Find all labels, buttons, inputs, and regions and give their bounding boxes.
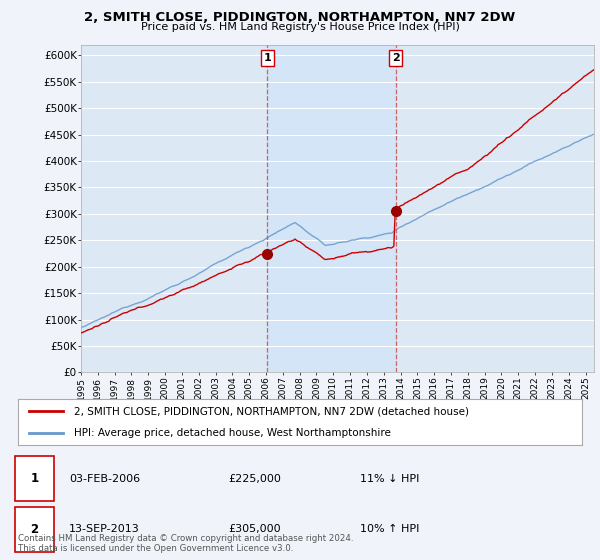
Text: 13-SEP-2013: 13-SEP-2013 — [69, 524, 140, 534]
Text: 2: 2 — [392, 53, 400, 63]
Text: 1: 1 — [263, 53, 271, 63]
Text: 2, SMITH CLOSE, PIDDINGTON, NORTHAMPTON, NN7 2DW (detached house): 2, SMITH CLOSE, PIDDINGTON, NORTHAMPTON,… — [74, 406, 469, 416]
Text: Contains HM Land Registry data © Crown copyright and database right 2024.
This d: Contains HM Land Registry data © Crown c… — [18, 534, 353, 553]
Text: 10% ↑ HPI: 10% ↑ HPI — [360, 524, 419, 534]
Text: Price paid vs. HM Land Registry's House Price Index (HPI): Price paid vs. HM Land Registry's House … — [140, 22, 460, 32]
Text: 11% ↓ HPI: 11% ↓ HPI — [360, 474, 419, 484]
Text: £225,000: £225,000 — [228, 474, 281, 484]
Text: 1: 1 — [31, 472, 38, 486]
Text: 2, SMITH CLOSE, PIDDINGTON, NORTHAMPTON, NN7 2DW: 2, SMITH CLOSE, PIDDINGTON, NORTHAMPTON,… — [85, 11, 515, 24]
Text: 03-FEB-2006: 03-FEB-2006 — [69, 474, 140, 484]
Bar — [268, 45, 395, 372]
Text: 2: 2 — [31, 522, 38, 536]
Text: HPI: Average price, detached house, West Northamptonshire: HPI: Average price, detached house, West… — [74, 428, 391, 438]
Text: £305,000: £305,000 — [228, 524, 281, 534]
